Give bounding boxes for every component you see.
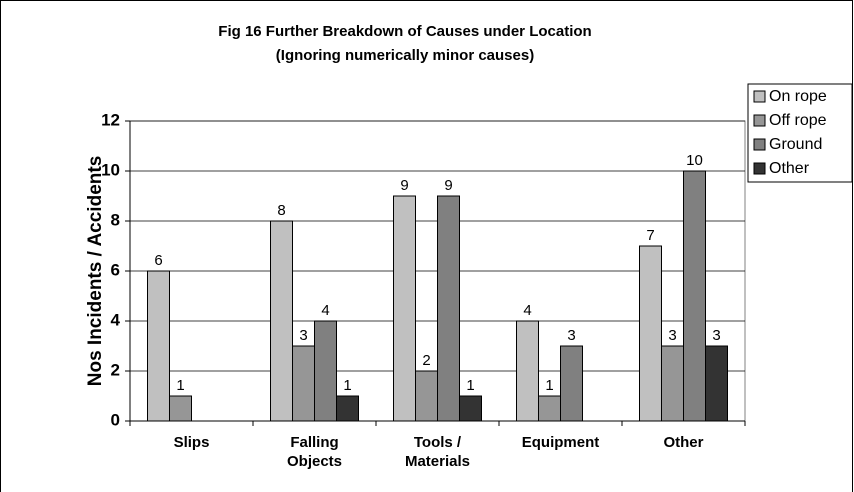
legend-swatch — [753, 162, 766, 175]
data-label: 1 — [343, 377, 351, 394]
data-label: 4 — [523, 302, 531, 319]
y-tick-label: 12 — [101, 110, 120, 129]
legend-swatch — [753, 90, 766, 103]
x-tick-label: Falling Objects — [286, 434, 343, 470]
bar — [415, 370, 438, 422]
bar — [538, 395, 561, 422]
legend-label: On rope — [769, 88, 827, 105]
bar — [147, 270, 170, 422]
data-label: 4 — [321, 302, 329, 319]
legend-label: Other — [769, 160, 810, 177]
legend-label: Off rope — [769, 112, 827, 129]
x-tick-label: Tools / Materials — [404, 434, 471, 470]
x-tick-label: Other — [663, 434, 704, 451]
bar — [705, 345, 728, 422]
bar — [639, 245, 662, 422]
y-tick-label: 4 — [111, 310, 121, 329]
legend-swatch — [753, 114, 766, 127]
data-label: 7 — [646, 227, 654, 244]
y-tick-label: 6 — [111, 260, 120, 279]
x-tick-label: Equipment — [521, 434, 600, 451]
bar — [516, 320, 539, 422]
data-label: 3 — [567, 327, 575, 344]
data-label: 2 — [422, 352, 430, 369]
data-label: 6 — [154, 252, 162, 269]
data-label: 10 — [686, 152, 703, 169]
bar — [560, 345, 583, 422]
data-label: 3 — [712, 327, 720, 344]
bar — [683, 170, 706, 422]
data-label: 1 — [545, 377, 553, 394]
data-label: 3 — [299, 327, 307, 344]
data-label: 1 — [176, 377, 184, 394]
data-label: 9 — [444, 177, 452, 194]
data-label: 1 — [466, 377, 474, 394]
bar — [270, 220, 293, 422]
chart-subtitle: (Ignoring numerically minor causes) — [276, 47, 534, 64]
bar — [437, 195, 460, 422]
legend-swatch — [753, 138, 766, 151]
bar — [661, 345, 684, 422]
x-tick-label: Slips — [173, 434, 210, 451]
bar — [459, 395, 482, 422]
y-tick-label: 2 — [111, 360, 120, 379]
bar — [393, 195, 416, 422]
chart-title: Fig 16 Further Breakdown of Causes under… — [218, 23, 591, 40]
bar — [292, 345, 315, 422]
y-tick-label: 10 — [101, 160, 120, 179]
bar — [314, 320, 337, 422]
data-label: 9 — [400, 177, 408, 194]
legend-label: Ground — [769, 136, 822, 153]
y-tick-label: 8 — [111, 210, 120, 229]
y-tick-label: 0 — [111, 410, 120, 429]
bar — [169, 395, 192, 422]
data-label: 3 — [668, 327, 676, 344]
y-axis-label: Nos Incidents / Accidents — [85, 156, 106, 387]
bar — [336, 395, 359, 422]
data-label: 8 — [277, 202, 285, 219]
